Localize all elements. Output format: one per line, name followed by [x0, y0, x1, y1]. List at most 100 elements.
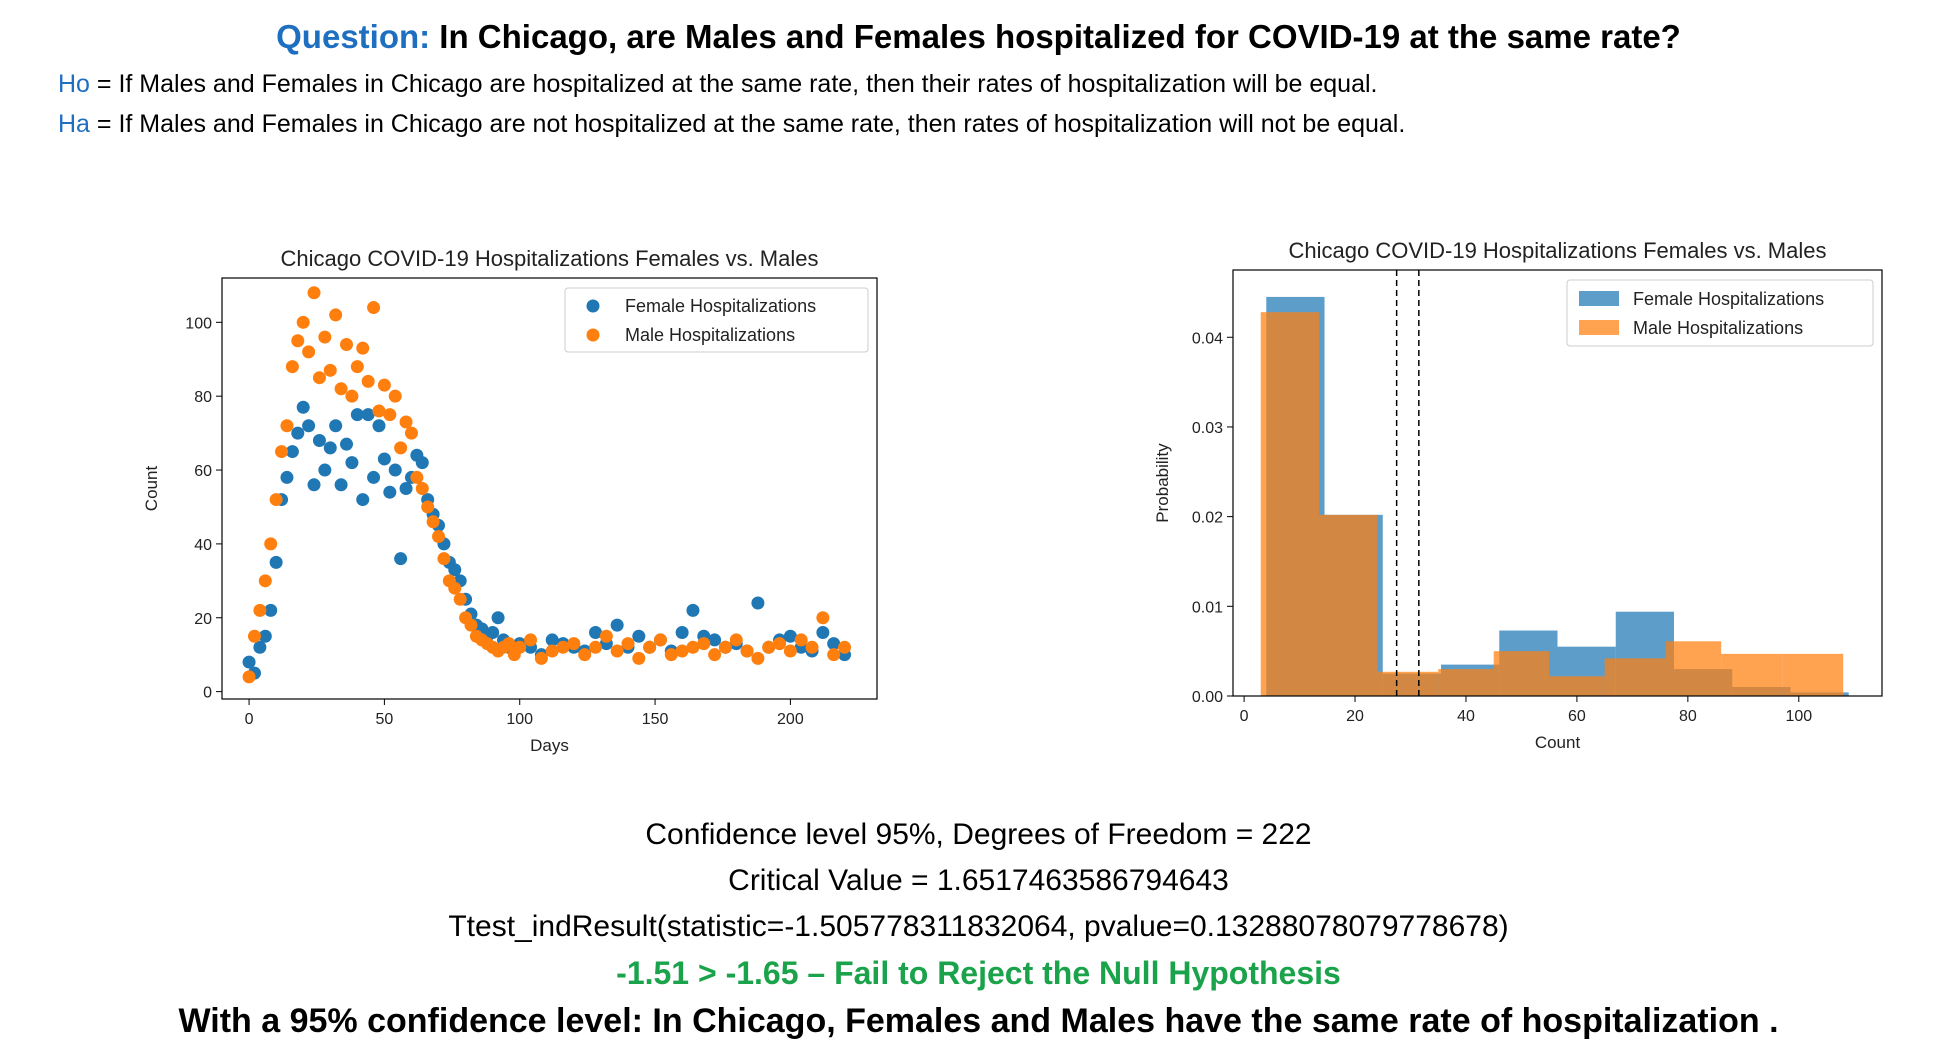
- female-point: [340, 437, 354, 451]
- legend-box: [1566, 279, 1874, 347]
- female-point: [242, 655, 256, 669]
- female-point: [345, 456, 359, 470]
- male-point: [827, 648, 841, 662]
- female-point: [686, 603, 700, 617]
- male-point: [838, 640, 852, 654]
- male-point: [302, 345, 316, 359]
- plot-frame: [1232, 269, 1883, 697]
- male-point: [356, 341, 370, 355]
- legend-label: Female Hospitalizations: [1633, 289, 1824, 309]
- male-point: [437, 552, 451, 566]
- male-point: [708, 648, 722, 662]
- female-point: [383, 485, 397, 499]
- male-point: [502, 637, 516, 651]
- male-hist-bar: [1377, 671, 1439, 696]
- alternative-hypothesis: Ha = If Males and Females in Chicago are…: [58, 110, 1405, 139]
- ha-text: = If Males and Females in Chicago are no…: [89, 110, 1406, 138]
- male-point: [340, 337, 354, 351]
- male-point: [556, 640, 570, 654]
- male-point: [269, 493, 283, 507]
- male-point: [410, 470, 424, 484]
- female-point: [675, 626, 689, 640]
- male-hist-bar: [1721, 653, 1783, 696]
- female-point: [291, 426, 305, 440]
- male-point: [751, 651, 765, 665]
- legend-female-marker: [586, 299, 600, 313]
- female-point: [589, 626, 603, 640]
- female-point: [448, 563, 462, 577]
- male-point: [653, 633, 667, 647]
- male-hist-bar: [1549, 676, 1605, 696]
- male-point: [610, 644, 624, 658]
- x-tick-label: 100: [1785, 708, 1812, 725]
- male-point: [513, 640, 527, 654]
- male-point: [361, 374, 375, 388]
- result-conclusion: -1.51 > -1.65 – Fail to Reject the Null …: [616, 955, 1341, 991]
- female-point: [361, 408, 375, 422]
- result-line-confidence: Confidence level 95%, Degrees of Freedom…: [645, 818, 1312, 851]
- x-tick-label: 50: [375, 711, 393, 728]
- female-point: [486, 626, 500, 640]
- male-point: [567, 637, 581, 651]
- y-axis-label: Count: [142, 466, 161, 512]
- male-point: [426, 515, 440, 529]
- female-point: [751, 596, 765, 610]
- y-tick-label: 0: [203, 685, 212, 702]
- x-axis-label: Days: [530, 736, 569, 755]
- male-point: [383, 408, 397, 422]
- male-point: [388, 389, 402, 403]
- female-point: [269, 555, 283, 569]
- y-tick-label: 20: [194, 611, 212, 628]
- ho-text: = If Males and Females in Chicago are ho…: [89, 70, 1378, 98]
- results-block: Confidence level 95%, Degrees of Freedom…: [0, 812, 1957, 1044]
- male-hist-bar: [1318, 514, 1378, 696]
- male-point: [632, 651, 646, 665]
- female-point: [350, 408, 364, 422]
- legend-label: Female Hospitalizations: [625, 296, 816, 316]
- male-point: [258, 574, 272, 588]
- legend-male-swatch: [1579, 320, 1619, 335]
- legend-label: Male Hospitalizations: [625, 325, 795, 345]
- x-tick-label: 80: [1679, 708, 1697, 725]
- y-axis-label: Probability: [1153, 443, 1172, 523]
- female-point: [334, 478, 348, 492]
- female-point: [491, 611, 505, 625]
- male-point: [415, 482, 429, 495]
- y-tick-label: 0.03: [1192, 420, 1223, 437]
- male-point: [783, 644, 797, 658]
- male-hist-bar: [1438, 669, 1494, 696]
- male-point: [372, 404, 386, 418]
- male-point: [453, 592, 467, 606]
- male-point: [312, 371, 326, 385]
- female-point: [318, 463, 332, 477]
- male-point: [377, 378, 391, 392]
- male-hist-bar: [1493, 651, 1550, 696]
- male-point: [275, 445, 289, 459]
- female-point: [302, 419, 316, 433]
- female-point: [610, 618, 624, 632]
- female-point: [372, 419, 386, 433]
- male-point: [589, 640, 603, 654]
- female-point: [783, 629, 797, 643]
- male-point: [578, 648, 592, 662]
- male-hist-bar: [1665, 641, 1722, 696]
- female-point: [632, 629, 646, 643]
- male-point: [675, 644, 689, 658]
- question-heading: Question: In Chicago, are Males and Fema…: [0, 18, 1957, 56]
- male-point: [534, 651, 548, 665]
- legend-male-marker: [586, 328, 600, 342]
- male-point: [280, 419, 294, 433]
- male-point: [421, 500, 435, 514]
- female-point: [280, 470, 294, 484]
- y-tick-label: 80: [194, 389, 212, 406]
- male-point: [329, 308, 343, 322]
- x-tick-label: 20: [1346, 708, 1364, 725]
- male-point: [740, 644, 754, 658]
- y-tick-label: 0.04: [1192, 330, 1223, 347]
- female-point: [323, 441, 337, 455]
- male-point: [545, 644, 559, 658]
- male-point: [367, 301, 381, 315]
- male-point: [805, 640, 819, 654]
- male-point: [794, 633, 808, 647]
- male-point: [242, 670, 256, 684]
